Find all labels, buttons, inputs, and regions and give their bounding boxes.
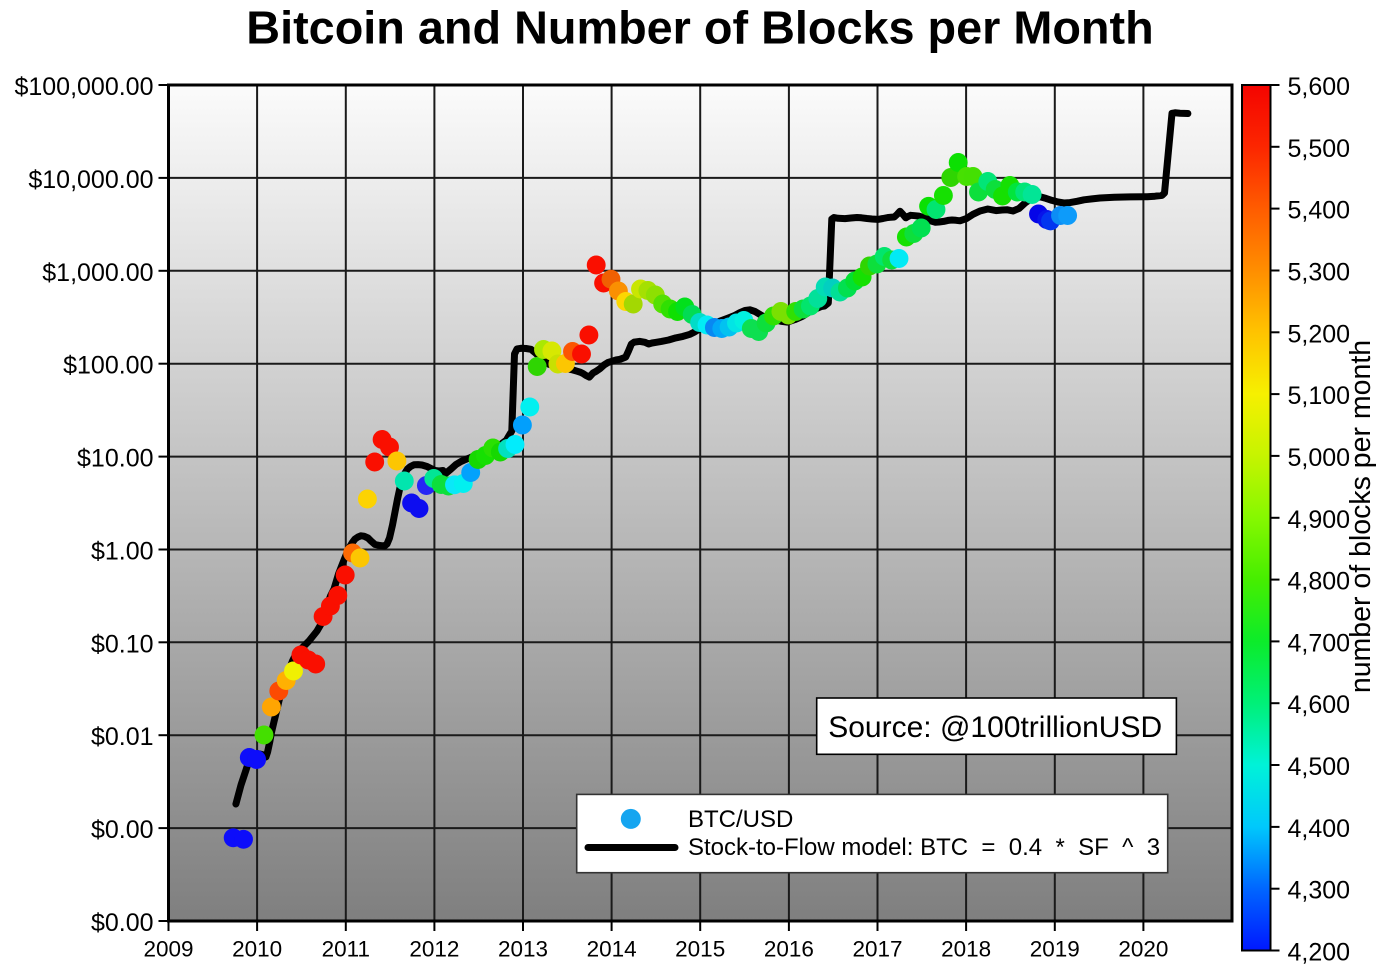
svg-text:2017: 2017	[852, 936, 902, 961]
svg-text:2010: 2010	[232, 936, 282, 961]
svg-text:$0.00: $0.00	[91, 816, 154, 844]
svg-text:5,600: 5,600	[1288, 73, 1351, 101]
svg-text:$10,000.00: $10,000.00	[28, 166, 153, 194]
svg-text:4,700: 4,700	[1288, 629, 1351, 657]
svg-text:Stock-to-Flow model: BTC = 0: Stock-to-Flow model: BTC = 0.4 * SF ^ 3	[688, 834, 1160, 861]
svg-text:5,100: 5,100	[1288, 382, 1351, 410]
svg-text:2013: 2013	[498, 936, 548, 961]
svg-text:2016: 2016	[764, 936, 814, 961]
svg-text:4,600: 4,600	[1288, 691, 1351, 719]
svg-text:$10.00: $10.00	[77, 445, 153, 473]
svg-text:$1.00: $1.00	[91, 538, 154, 566]
svg-text:Source: @100trillionUSD: Source: @100trillionUSD	[828, 711, 1162, 744]
svg-text:number of blocks per month: number of blocks per month	[1345, 340, 1377, 693]
svg-text:4,200: 4,200	[1288, 939, 1351, 967]
svg-text:$100.00: $100.00	[63, 352, 153, 380]
svg-text:4,900: 4,900	[1288, 506, 1351, 534]
svg-text:4,500: 4,500	[1288, 753, 1351, 781]
svg-text:2015: 2015	[675, 936, 725, 961]
svg-text:4,800: 4,800	[1288, 568, 1351, 596]
svg-text:BTC/USD: BTC/USD	[688, 806, 793, 833]
svg-text:4,400: 4,400	[1288, 815, 1351, 843]
svg-text:2018: 2018	[941, 936, 991, 961]
svg-text:2012: 2012	[409, 936, 459, 961]
svg-text:2020: 2020	[1118, 936, 1168, 961]
svg-text:4,300: 4,300	[1288, 877, 1351, 905]
svg-text:2014: 2014	[587, 936, 637, 961]
svg-text:2019: 2019	[1030, 936, 1080, 961]
svg-text:$100,000.00: $100,000.00	[14, 73, 153, 101]
svg-text:5,200: 5,200	[1288, 320, 1351, 348]
svg-text:$0.01: $0.01	[91, 723, 154, 751]
svg-text:5,300: 5,300	[1288, 259, 1351, 287]
svg-text:5,400: 5,400	[1288, 197, 1351, 225]
svg-text:$0.00: $0.00	[91, 909, 154, 937]
svg-text:5,000: 5,000	[1288, 444, 1351, 472]
svg-text:$0.10: $0.10	[91, 630, 154, 658]
svg-text:2011: 2011	[322, 936, 370, 961]
svg-text:$1,000.00: $1,000.00	[42, 259, 153, 287]
svg-text:Bitcoin and Number of Blocks p: Bitcoin and Number of Blocks per Month	[246, 2, 1153, 54]
svg-text:2009: 2009	[143, 936, 193, 961]
svg-text:5,500: 5,500	[1288, 135, 1351, 163]
